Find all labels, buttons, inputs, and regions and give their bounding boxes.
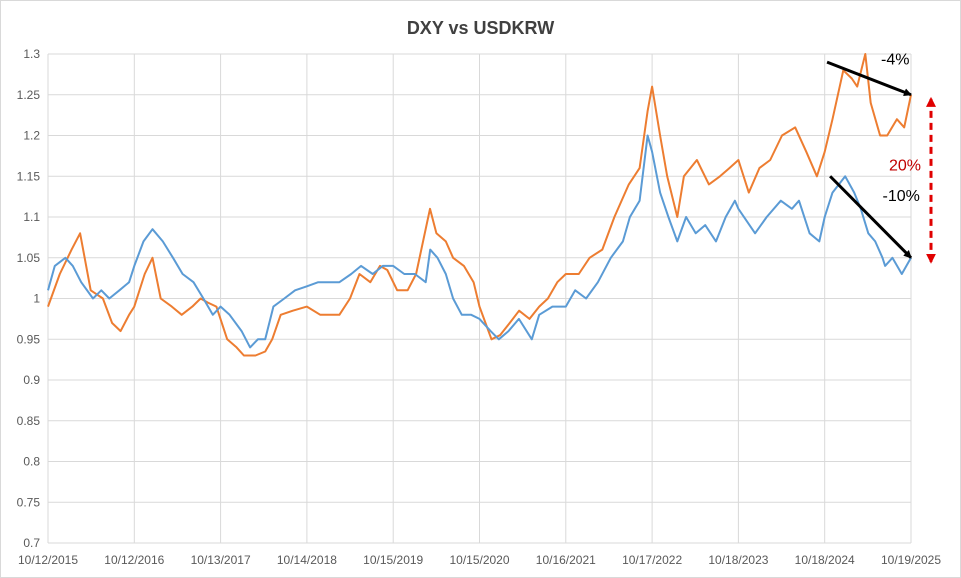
x-tick-label: 10/14/2018 (277, 553, 337, 567)
x-tick-label: 10/12/2015 (18, 553, 78, 567)
x-tick-label: 10/15/2019 (363, 553, 423, 567)
y-tick-label: 0.75 (17, 495, 41, 509)
series-line-2 (47, 134, 912, 349)
y-tick-label: 1.25 (17, 88, 41, 102)
x-tick-label: 10/18/2023 (708, 553, 768, 567)
y-tick-label: 1.05 (17, 251, 41, 265)
y-tick-label: 0.85 (17, 414, 41, 428)
annotation-arrow (829, 175, 913, 259)
x-tick-label: 10/16/2021 (536, 553, 596, 567)
y-tick-label: 0.9 (23, 373, 40, 387)
annotation-arrow (826, 60, 912, 97)
y-tick-label: 1 (33, 292, 40, 306)
y-tick-label: 1.3 (23, 47, 40, 61)
x-tick-label: 10/13/2017 (191, 553, 251, 567)
annotation-label: -4% (881, 51, 909, 68)
y-tick-label: 1.2 (23, 129, 40, 143)
y-tick-label: 0.95 (17, 332, 41, 346)
x-tick-label: 10/18/2024 (795, 553, 855, 567)
y-tick-label: 1.15 (17, 169, 41, 183)
x-tick-label: 10/12/2016 (104, 553, 164, 567)
chart-title: DXY vs USDKRW (406, 18, 555, 38)
y-tick-label: 0.8 (23, 455, 40, 469)
series-line-1 (47, 53, 912, 357)
annotation-label: -10% (883, 188, 920, 205)
x-tick-label: 10/15/2020 (449, 553, 509, 567)
y-tick-label: 0.7 (23, 536, 40, 550)
x-tick-label: 10/19/2025 (881, 553, 941, 567)
y-tick-label: 1.1 (23, 210, 40, 224)
annotation-label: 20% (889, 157, 921, 174)
x-tick-label: 10/17/2022 (622, 553, 682, 567)
